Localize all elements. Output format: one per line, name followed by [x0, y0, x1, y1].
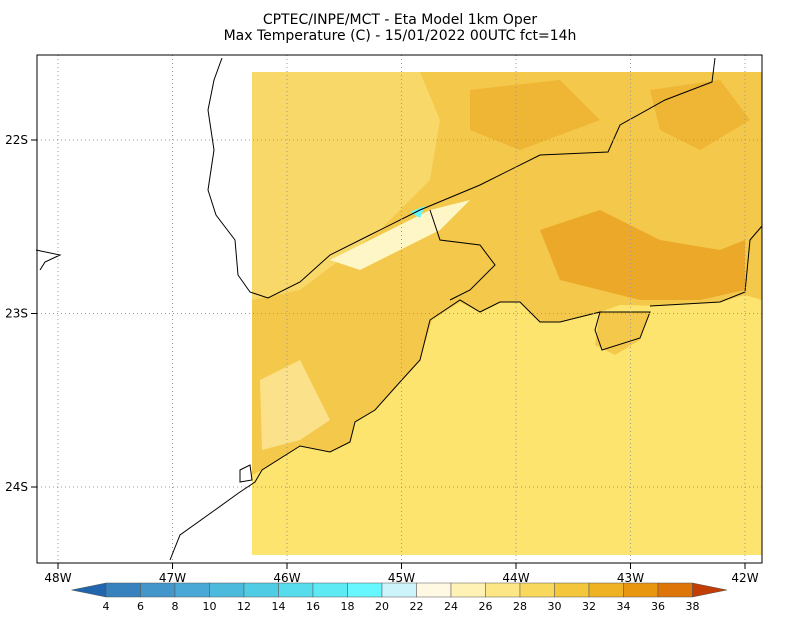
colorbar-label: 34: [617, 600, 631, 613]
land-cool: [260, 360, 330, 450]
colorbar-label: 36: [651, 600, 665, 613]
colorbar-box: [485, 582, 521, 598]
colorbar-label: 8: [172, 600, 179, 613]
colorbar-label: 26: [479, 600, 493, 613]
colorbar-box: [209, 582, 245, 598]
colorbar-label: 28: [513, 600, 527, 613]
lon-label: 46W: [273, 571, 300, 585]
colorbar-label: 38: [686, 600, 700, 613]
lat-label: 24S: [5, 480, 28, 494]
colorbar-box: [105, 582, 141, 598]
colorbar-box: [243, 582, 279, 598]
colorbar-label: 22: [410, 600, 424, 613]
lat-label: 22S: [5, 133, 28, 147]
lon-label: 47W: [159, 571, 186, 585]
colorbar-box: [623, 582, 659, 598]
colorbar-label: 10: [203, 600, 217, 613]
colorbar-label: 4: [103, 600, 110, 613]
title: CPTEC/INPE/MCT - Eta Model 1km Oper: [263, 12, 538, 28]
colorbar-label: 6: [137, 600, 144, 613]
colorbar-label: 32: [582, 600, 596, 613]
colorbar: 4 6 8 10 12 14 16 18 20 22 24 26 28 30 32 34 36 38: [71, 582, 728, 613]
colorbar-label: 30: [548, 600, 562, 613]
colorbar-box: [347, 582, 383, 598]
graticule: [31, 55, 762, 569]
colorbar-label: 20: [375, 600, 389, 613]
colorbar-arrow: [692, 582, 728, 598]
land-cool: [330, 200, 470, 270]
colorbar-box: [174, 582, 210, 598]
colorbar-label: 12: [237, 600, 251, 613]
colorbar-label: 14: [272, 600, 286, 613]
subtitle: Max Temperature (C) - 15/01/2022 00UTC f…: [224, 28, 577, 44]
lat-label: 23S: [5, 307, 28, 321]
land-hot: [650, 80, 750, 150]
colorbar-box: [381, 582, 417, 598]
lon-label: 42W: [731, 571, 758, 585]
lon-label: 45W: [388, 571, 415, 585]
colorbar-arrow: [71, 582, 107, 598]
colorbar-box: [312, 582, 348, 598]
colorbar-box: [450, 582, 486, 598]
colorbar-box: [278, 582, 314, 598]
lon-label: 44W: [502, 571, 529, 585]
colorbar-box: [140, 582, 176, 598]
colorbar-box: [554, 582, 590, 598]
colorbar-box: [588, 582, 624, 598]
land-hot: [540, 210, 745, 300]
lon-label: 48W: [44, 571, 71, 585]
map-frame: [36, 54, 763, 564]
colorbar-box: [416, 582, 452, 598]
colorbar-box: [519, 582, 555, 598]
land-hot: [470, 80, 600, 150]
colorbar-label: 16: [306, 600, 320, 613]
colorbar-label: 18: [341, 600, 355, 613]
colorbar-box: [657, 582, 693, 598]
colorbar-label: 24: [444, 600, 458, 613]
lon-label: 43W: [617, 571, 644, 585]
land-warm: [252, 72, 440, 300]
